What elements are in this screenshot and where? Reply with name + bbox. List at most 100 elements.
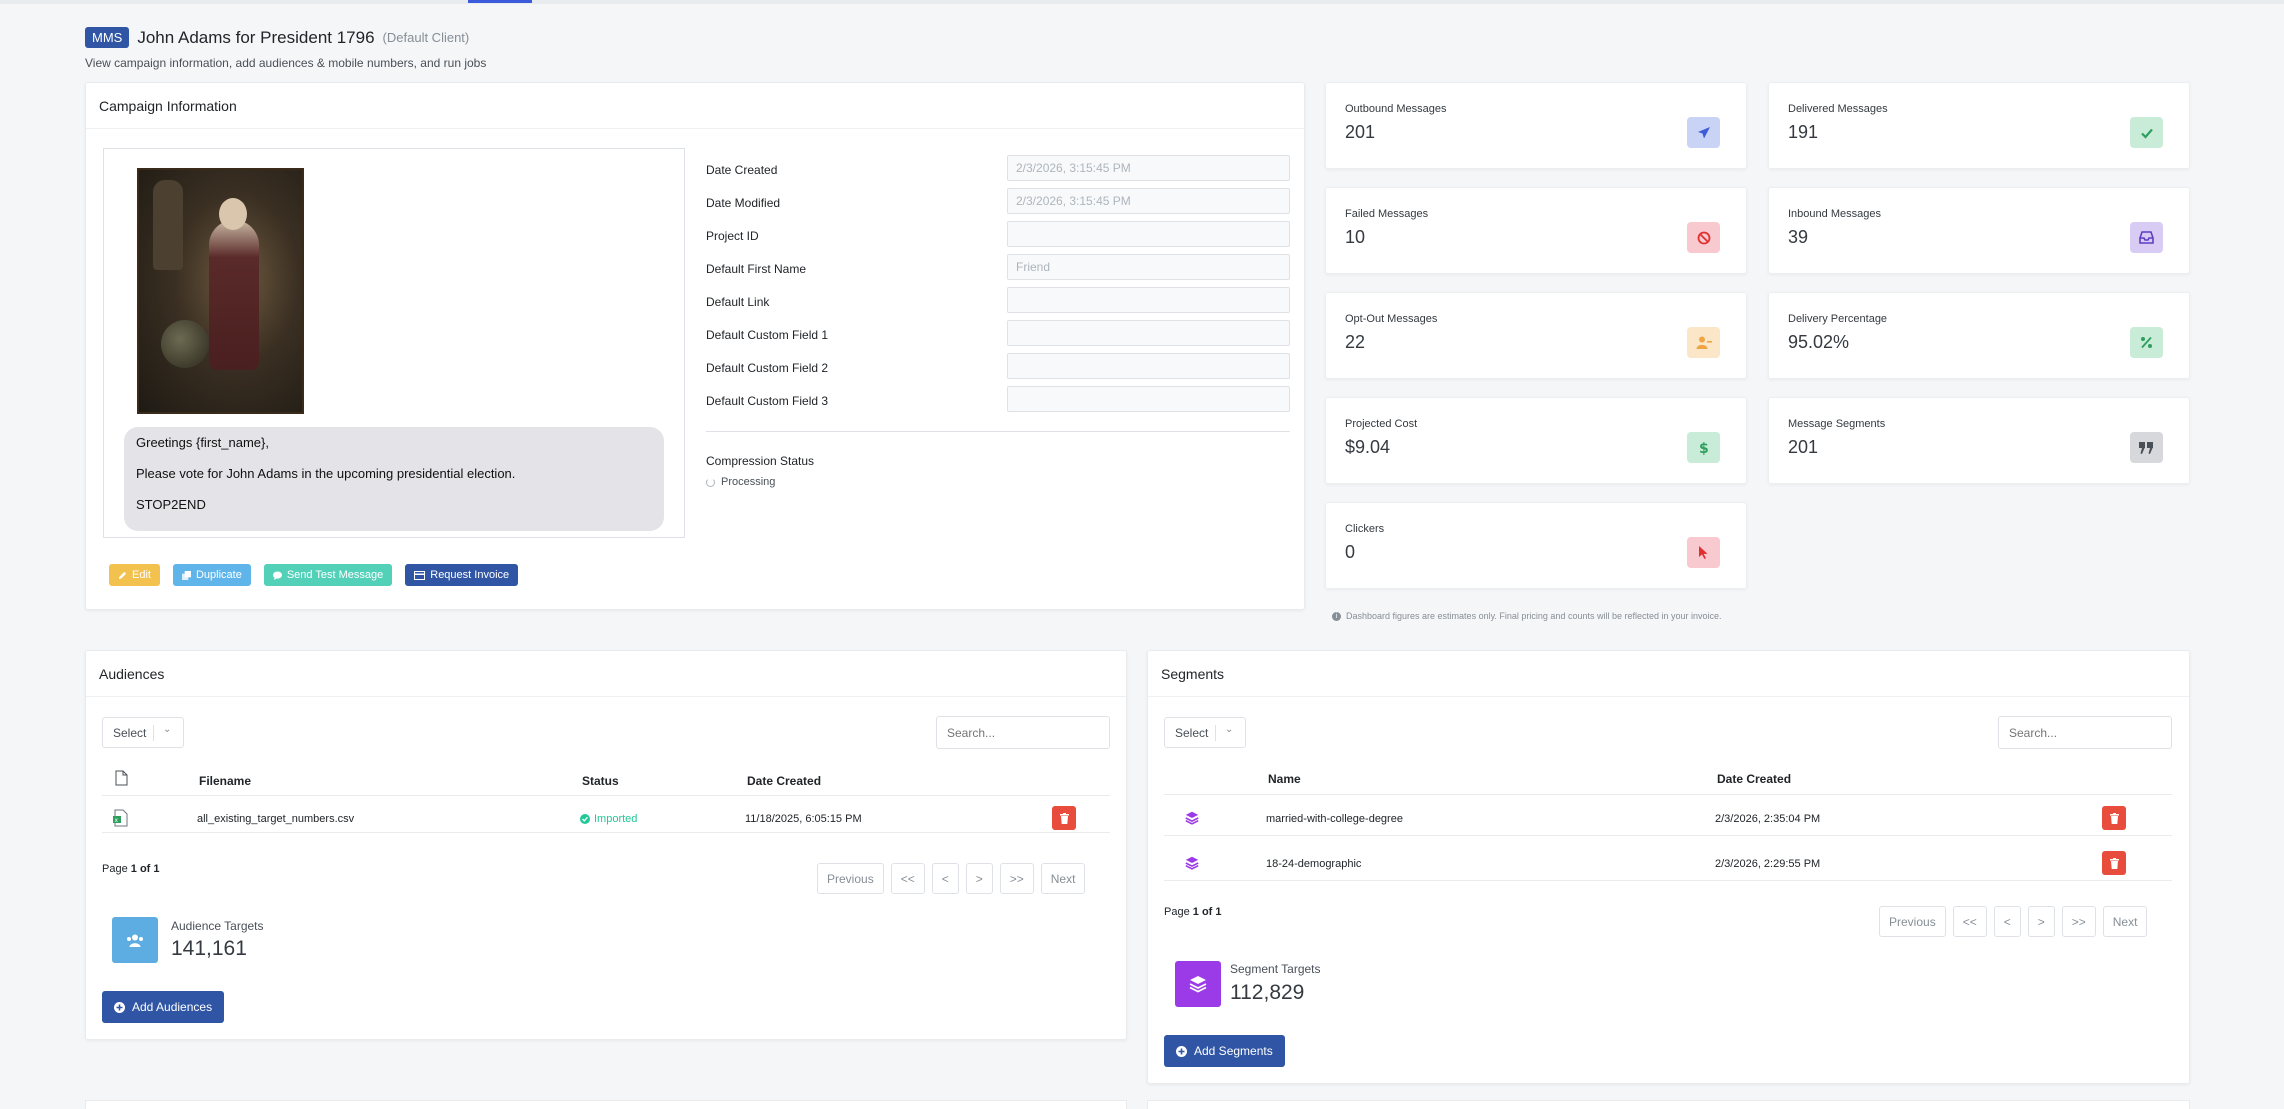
message-line: Greetings {first_name},: [136, 435, 269, 450]
divider: [706, 431, 1290, 432]
mms-badge: MMS: [85, 27, 130, 48]
add-segments-button[interactable]: Add Segments: [1164, 1035, 1285, 1067]
users-icon: [112, 917, 158, 963]
default-link-field[interactable]: [1007, 287, 1290, 313]
stat-value: 39: [1788, 227, 1809, 247]
stat-value: $9.04: [1345, 437, 1391, 457]
spinner-icon: [706, 477, 715, 487]
segment-date: 2/3/2026, 2:29:55 PM: [1715, 858, 1821, 870]
stat-card: Delivered Messages 191: [1768, 82, 2190, 169]
message-line: STOP2END: [136, 497, 206, 512]
comment-icon: [272, 570, 282, 580]
pagination-button[interactable]: >: [965, 863, 993, 894]
audiences-pagination: Previous << < > >> Next: [817, 863, 1086, 894]
pagination-button[interactable]: <<: [890, 863, 925, 894]
date-modified-field[interactable]: [1007, 188, 1290, 214]
column-status[interactable]: Status: [582, 774, 619, 788]
select-label: Select: [1175, 725, 1209, 740]
edit-label: Edit: [132, 569, 151, 581]
custom-field-2[interactable]: [1007, 353, 1290, 379]
row-divider: [102, 832, 1110, 833]
audience-targets-value: 141,161: [171, 937, 247, 960]
column-date-created[interactable]: Date Created: [1717, 772, 1792, 786]
pagination-button[interactable]: >: [2027, 906, 2055, 937]
header-divider: [102, 795, 1110, 796]
duplicate-label: Duplicate: [195, 569, 242, 581]
delete-segment-button[interactable]: [2102, 851, 2126, 875]
edit-button[interactable]: Edit: [109, 564, 160, 586]
stat-label: Opt-Out Messages: [1345, 313, 1438, 325]
status-text: Imported: [594, 813, 638, 825]
column-filename[interactable]: Filename: [199, 774, 252, 788]
column-name[interactable]: Name: [1268, 772, 1301, 786]
segment-targets-label: Segment Targets: [1230, 962, 1321, 976]
default-first-name-field[interactable]: [1007, 254, 1290, 280]
info-icon: i: [1332, 611, 1341, 621]
stat-value: 22: [1345, 332, 1366, 352]
column-date-created[interactable]: Date Created: [747, 774, 822, 788]
field-label: Default Link: [706, 295, 770, 309]
campaign-fields: Date Created Date Modified Project ID De…: [706, 153, 1290, 488]
quote-icon: [2130, 432, 2163, 463]
stat-card: Inbound Messages 39: [1768, 187, 2190, 274]
stat-card: Delivery Percentage 95.02%: [1768, 292, 2190, 379]
chevron-down-icon: ⌄: [163, 724, 172, 735]
date-created-field[interactable]: [1007, 155, 1290, 181]
delete-audience-button[interactable]: [1052, 806, 1076, 830]
stat-label: Message Segments: [1788, 418, 1886, 430]
page-info: Page 1 of 1: [1164, 906, 1222, 918]
pagination-button[interactable]: >>: [2061, 906, 2096, 937]
field-label: Default Custom Field 3: [706, 394, 829, 408]
paper-plane-icon: [1687, 117, 1720, 148]
next-card-top: [1147, 1100, 2190, 1109]
compression-status-label: Compression Status: [706, 454, 815, 468]
header-divider: [1164, 794, 2172, 795]
check-circle-icon: [580, 814, 590, 824]
ban-icon: [1687, 222, 1720, 253]
segments-search-input[interactable]: [1998, 716, 2172, 749]
plus-circle-icon: [114, 1001, 125, 1013]
request-invoice-label: Request Invoice: [430, 569, 510, 581]
pagination-button[interactable]: Previous: [1879, 906, 1946, 937]
field-label: Default Custom Field 1: [706, 328, 829, 342]
add-audiences-button[interactable]: Add Audiences: [102, 991, 225, 1023]
page-prefix: Page: [102, 863, 128, 875]
segments-pagination: Previous << < > >> Next: [1879, 906, 2148, 937]
stat-label: Failed Messages: [1345, 208, 1429, 220]
pagination-button[interactable]: >>: [999, 863, 1034, 894]
stat-label: Delivery Percentage: [1788, 313, 1888, 325]
pagination-button[interactable]: Next: [1040, 863, 1086, 894]
credit-card-icon: [414, 570, 426, 580]
segment-name: married-with-college-degree: [1266, 813, 1403, 825]
dollar-icon: $: [1687, 432, 1720, 463]
segment-targets-value: 112,829: [1230, 981, 1305, 1004]
segments-select[interactable]: Select ⌄: [1164, 717, 1246, 748]
page-current: 1 of 1: [1192, 906, 1222, 918]
duplicate-button[interactable]: Duplicate: [172, 564, 251, 586]
send-test-message-button[interactable]: Send Test Message: [263, 564, 393, 586]
segments-card: Segments Select ⌄ Name Date Created marri…: [1147, 650, 2190, 1084]
pagination-button[interactable]: <<: [1952, 906, 1987, 937]
stat-label: Projected Cost: [1345, 418, 1418, 430]
pagination-button[interactable]: Previous: [817, 863, 884, 894]
excel-file-icon: x: [113, 809, 128, 827]
pagination-button[interactable]: Next: [2102, 906, 2148, 937]
request-invoice-button[interactable]: Request Invoice: [405, 564, 519, 586]
audiences-select[interactable]: Select ⌄: [102, 717, 184, 748]
delete-segment-button[interactable]: [2102, 806, 2126, 830]
pagination-button[interactable]: <: [1993, 906, 2021, 937]
stat-card: Clickers 0: [1325, 502, 1747, 589]
project-id-field[interactable]: [1007, 221, 1290, 247]
active-tab-indicator: [468, 0, 532, 3]
check-icon: [2130, 117, 2163, 148]
plus-circle-icon: [1176, 1045, 1187, 1057]
row-divider: [1164, 835, 2172, 836]
estimate-note: i Dashboard figures are estimates only. F…: [1332, 611, 1722, 621]
custom-field-1[interactable]: [1007, 320, 1290, 346]
page-header: MMS John Adams for President 1796 (Defau…: [85, 27, 486, 70]
audiences-search-input[interactable]: [936, 716, 1110, 749]
file-icon: [115, 770, 128, 786]
custom-field-3[interactable]: [1007, 386, 1290, 412]
layers-icon: [1185, 856, 1199, 870]
pagination-button[interactable]: <: [931, 863, 959, 894]
